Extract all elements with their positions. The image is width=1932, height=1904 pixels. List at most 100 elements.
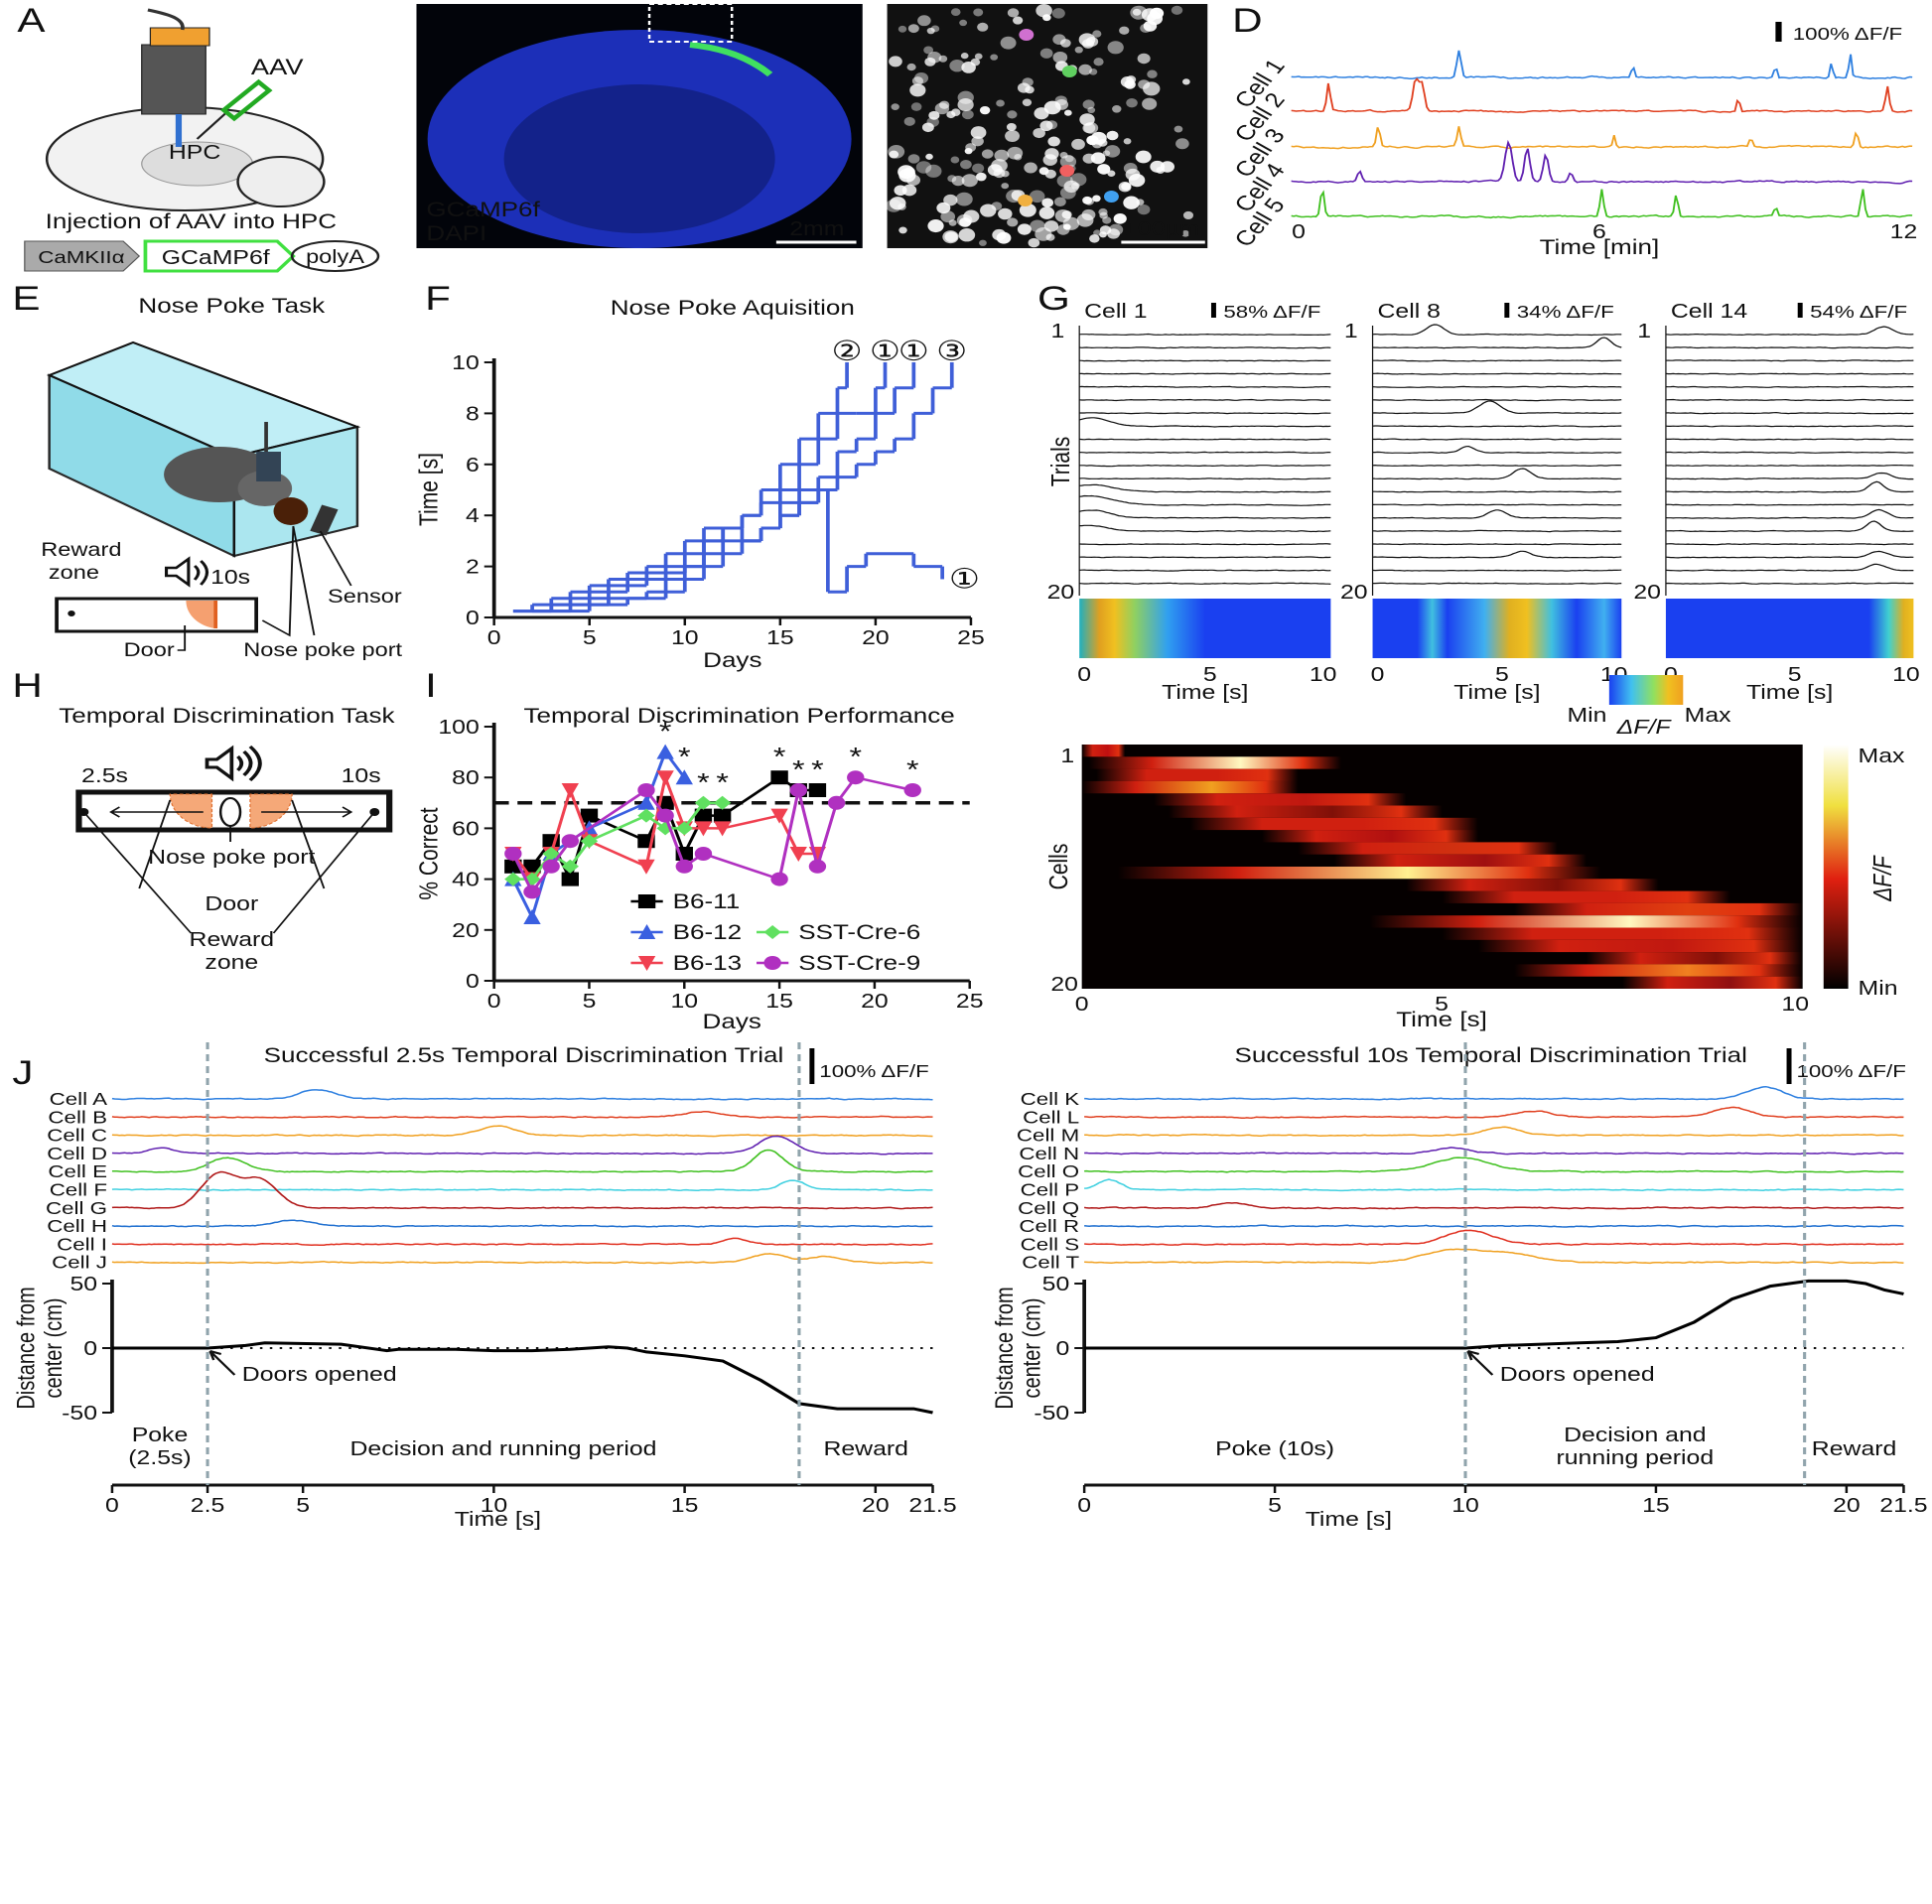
- cell-body: [925, 153, 933, 160]
- label: 10s: [342, 764, 381, 786]
- cell-body: [1137, 53, 1151, 65]
- marker: [542, 859, 560, 874]
- legend-marker: [637, 894, 656, 908]
- heatmap-row: [1298, 842, 1558, 855]
- x-tick-label: 10: [1310, 663, 1337, 685]
- cell-body: [1136, 199, 1145, 205]
- trial-trace: [1665, 346, 1914, 349]
- cell-body: [950, 156, 960, 164]
- marker: [903, 783, 921, 797]
- cell-body: [1047, 136, 1060, 147]
- x-tick-label: 15: [765, 990, 793, 1012]
- cell-body: [927, 219, 944, 233]
- label: ΔF/F: [1869, 855, 1898, 902]
- trial-trace: [1665, 503, 1914, 506]
- cell-label: Cell D: [47, 1145, 107, 1164]
- marker: [637, 794, 655, 810]
- marker: [656, 808, 674, 823]
- cell-body: [1098, 207, 1108, 216]
- microscope: [141, 44, 207, 115]
- distance-line: [1084, 1279, 1904, 1350]
- cell-body: [949, 60, 965, 72]
- label: Max: [1859, 745, 1906, 766]
- cell-label: Cell I: [57, 1235, 107, 1255]
- heatmap-row: [1477, 939, 1803, 953]
- cell-body: [979, 239, 987, 246]
- cell-body: [977, 22, 989, 32]
- cable: [147, 8, 185, 31]
- trial-trace: [1372, 398, 1622, 402]
- label: center (cm): [40, 1297, 68, 1398]
- series-line: [512, 801, 723, 881]
- phase-label: running period: [1557, 1446, 1715, 1468]
- cell-body: [990, 54, 999, 61]
- label: Time [s]: [416, 453, 445, 526]
- x-tick-label: 12: [1890, 220, 1918, 242]
- phase-label: Poke: [132, 1424, 189, 1445]
- legend-marker: [637, 924, 656, 939]
- trial-trace: [1372, 438, 1622, 441]
- cell-body: [1045, 120, 1058, 130]
- phase-label: Reward: [1812, 1437, 1896, 1459]
- y-tick-label: 10: [452, 351, 480, 373]
- cell-body: [1017, 223, 1032, 235]
- significance-marker: *: [773, 743, 786, 771]
- cell-body: [996, 99, 1005, 107]
- legend-marker: [763, 925, 781, 939]
- trial-trace: [1079, 359, 1331, 362]
- x-tick-label: 10: [1892, 663, 1920, 685]
- marker: [675, 821, 693, 836]
- cell-label: Cell Q: [1018, 1199, 1079, 1219]
- label: 100% ΔF/F: [819, 1062, 928, 1082]
- annotation: ③: [936, 335, 967, 366]
- leader: [261, 525, 352, 637]
- leader: [177, 625, 187, 651]
- label: % Correct: [416, 807, 445, 900]
- calcium-trace: [1291, 77, 1913, 113]
- panel-letter: F: [425, 280, 451, 318]
- cell-body: [1028, 237, 1040, 248]
- cell-body: [894, 185, 907, 196]
- trial-trace: [1665, 520, 1914, 533]
- x-tick-label: 25: [956, 990, 984, 1012]
- roi: [1059, 165, 1075, 177]
- trial-trace: [1372, 468, 1622, 480]
- calcium-trace: [1291, 189, 1913, 219]
- calcium-trace: [1084, 1126, 1904, 1138]
- legend-marker: [763, 956, 781, 970]
- y-tick-label: 50: [1042, 1273, 1070, 1294]
- calcium-trace: [1084, 1106, 1904, 1120]
- cell-body: [897, 25, 907, 33]
- x-tick-label: 10: [671, 626, 699, 648]
- cell-body: [1132, 8, 1142, 16]
- cell-body: [970, 126, 987, 139]
- cell-body: [1078, 64, 1092, 75]
- x-tick-label: 0: [487, 990, 501, 1012]
- phase-label: Decision and: [1564, 1424, 1706, 1445]
- cell-body: [1041, 198, 1054, 207]
- cell-body: [1135, 150, 1152, 164]
- gene-arrow: [143, 239, 296, 273]
- trial-trace: [1665, 563, 1914, 572]
- trial-trace: [1079, 385, 1331, 389]
- trial-trace: [1372, 372, 1622, 375]
- trial-trace: [1372, 503, 1622, 506]
- annotation: ①: [949, 563, 980, 595]
- cell-body: [1022, 77, 1034, 87]
- trial-heatmap: [1079, 599, 1331, 658]
- trial-trace: [1372, 582, 1622, 585]
- cell-label: Cell J: [52, 1254, 107, 1274]
- x-tick-label: 15: [1642, 1494, 1670, 1516]
- label: Time [s]: [1746, 681, 1833, 703]
- x-tick-label: 0: [1077, 1494, 1091, 1516]
- x-tick-label: 15: [766, 626, 794, 648]
- cell-body: [1024, 162, 1037, 174]
- nose-poke-port: [273, 497, 309, 525]
- cell-body: [1160, 161, 1174, 173]
- cell-label: Cell N: [1019, 1145, 1079, 1164]
- cell-body: [961, 109, 974, 120]
- cell-label: Cell S: [1021, 1235, 1080, 1255]
- cell-body: [1137, 204, 1151, 215]
- cell-body: [992, 228, 1007, 241]
- cell-body: [943, 194, 958, 206]
